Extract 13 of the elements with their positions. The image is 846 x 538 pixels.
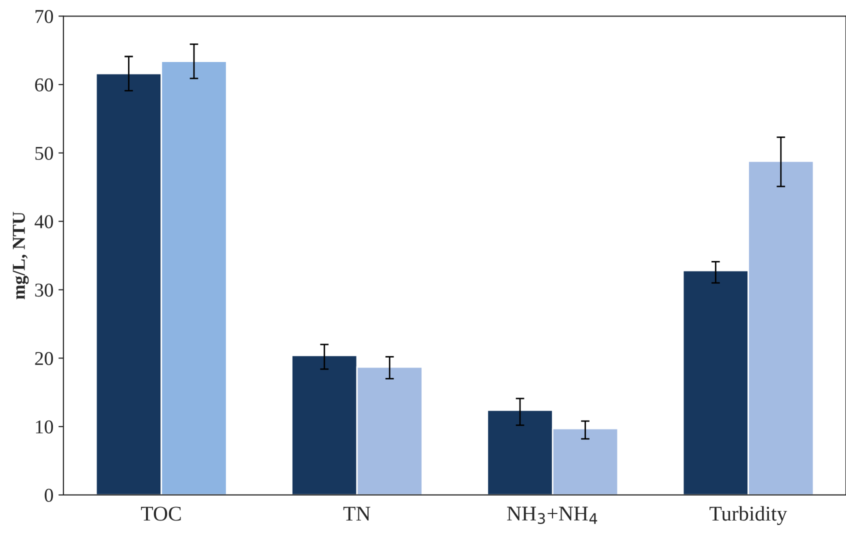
x-tick-label: Turbidity	[710, 506, 788, 526]
y-tick-label: 0	[44, 488, 53, 502]
y-tick-label: 50	[35, 146, 53, 160]
x-tick-label: NH$_{3}$+NH$_{4}$	[507, 506, 598, 524]
y-tick-label: 30	[35, 284, 53, 297]
x-tick-label: TN	[343, 506, 370, 521]
y-tick-label: 60	[35, 78, 53, 92]
x-tick-label: TOC	[140, 506, 181, 521]
y-tick-label: 20	[35, 352, 53, 366]
y-tick-label: 70	[36, 10, 53, 24]
y-tick-label: 10	[36, 420, 53, 434]
y-tick-label: 40	[34, 215, 53, 228]
y-axis-title: mg/L, NTU	[12, 212, 29, 300]
